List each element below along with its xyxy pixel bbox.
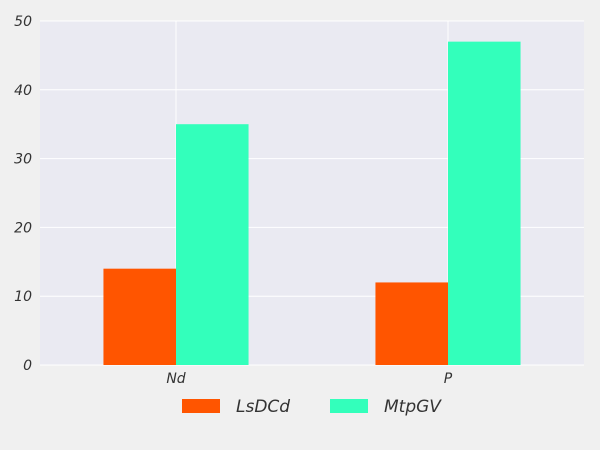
- bar-LsDCd-P: [375, 282, 448, 365]
- y-tick-label: 0: [23, 358, 32, 374]
- x-tick-labels: Nd P: [166, 371, 452, 387]
- legend-swatch-LsDCd: [182, 399, 220, 413]
- y-tick-label: 40: [14, 83, 32, 99]
- y-tick-label: 10: [14, 289, 32, 305]
- legend: LsDCd MtpGV: [182, 397, 442, 417]
- x-tick-label: P: [444, 371, 453, 387]
- x-tick-label: Nd: [166, 371, 185, 387]
- y-tick-label: 20: [14, 220, 32, 236]
- bar-MtpGV-Nd: [176, 124, 249, 365]
- legend-label-MtpGV: MtpGV: [384, 397, 442, 417]
- bar-LsDCd-Nd: [103, 269, 176, 365]
- legend-swatch-MtpGV: [330, 399, 368, 413]
- y-tick-label: 50: [14, 14, 32, 30]
- y-tick-label: 30: [14, 152, 32, 168]
- legend-label-LsDCd: LsDCd: [236, 397, 290, 417]
- y-tick-labels: 0 10 20 30 40 50: [14, 14, 32, 374]
- bar-MtpGV-P: [448, 42, 521, 365]
